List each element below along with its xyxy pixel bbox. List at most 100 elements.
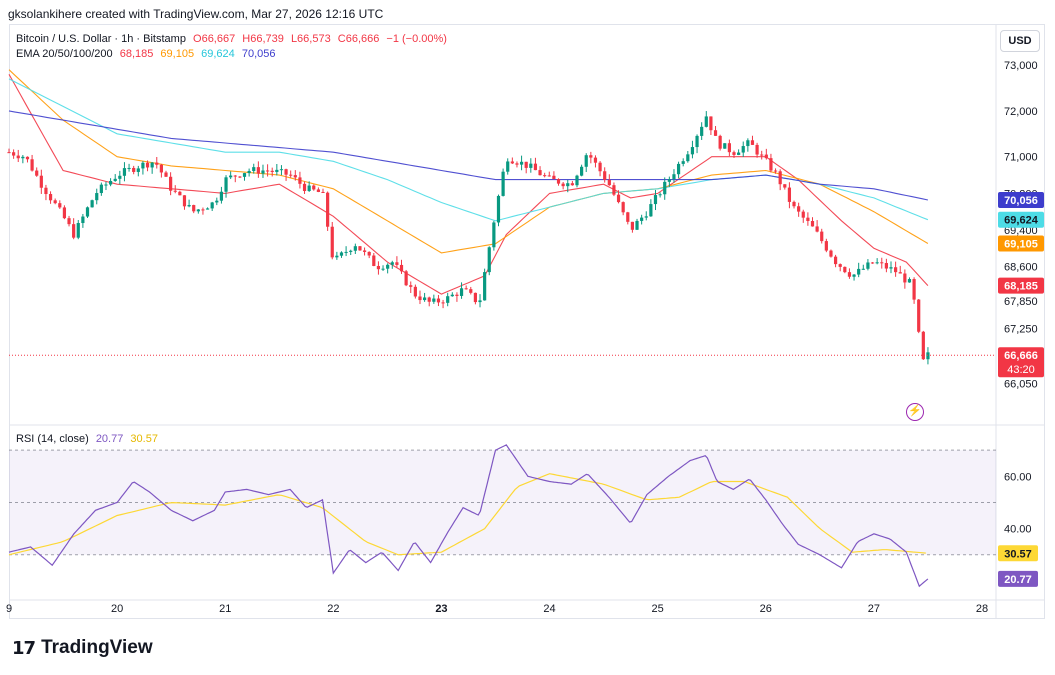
candle-body [524, 161, 528, 168]
candle-body [700, 126, 704, 136]
candle-body [898, 272, 902, 274]
candle-body [519, 161, 524, 165]
candle-body [570, 183, 574, 186]
price-tick-label: 66,050 [1004, 378, 1038, 390]
ema100-price-label-box [998, 211, 1044, 228]
candle-body [67, 218, 71, 225]
candle-body [132, 167, 136, 172]
candle-body [238, 176, 242, 178]
candle-body [529, 163, 533, 168]
candle-body [852, 274, 856, 277]
ema-legend[interactable]: EMA 20/50/100/200 68,185 69,105 69,624 7… [16, 48, 280, 60]
symbol-legend[interactable]: Bitcoin / U.S. Dollar · 1h · Bitstamp O6… [16, 33, 451, 45]
candle-body [501, 171, 505, 196]
candle-body [192, 205, 196, 212]
candle-body [178, 191, 182, 196]
candle-body [690, 147, 695, 155]
ohlc-change: −1 (−0.00%) [386, 33, 447, 45]
rsi-ma-line [8, 473, 926, 556]
candle-body [681, 161, 685, 164]
ema200-value: 70,056 [241, 48, 276, 60]
ema50-price-label-box [998, 235, 1044, 252]
candle-body [90, 200, 94, 208]
candle-body [72, 224, 76, 238]
candle-body [335, 255, 339, 258]
ema-line-ema200 [8, 110, 929, 201]
rsi-axis-label-box [998, 570, 1038, 587]
candle-body [381, 268, 385, 270]
candle-body [159, 164, 163, 173]
candle-body [215, 200, 219, 203]
candle-body [58, 203, 62, 208]
candle-body [543, 175, 547, 177]
candle-body [145, 162, 150, 168]
time-tick-label: 25 [652, 603, 664, 615]
candle-body [316, 189, 320, 192]
last-price-label: 66,666 [1004, 350, 1038, 362]
chart-frame [9, 24, 1045, 619]
candle-body [566, 183, 570, 187]
candle-body [247, 170, 251, 174]
candle-body [455, 294, 459, 296]
candle-body [205, 208, 210, 210]
candle-body [53, 200, 57, 204]
rsi-legend[interactable]: RSI (14, close) 20.77 30.57 [16, 433, 162, 445]
time-tick-label: 27 [868, 603, 880, 615]
candle-body [122, 168, 127, 176]
candle-body [718, 135, 722, 149]
ema50-value: 69,105 [160, 48, 195, 60]
candle-body [312, 185, 316, 190]
price-tick-label: 73,000 [1004, 60, 1038, 72]
ohlc-high: H66,739 [242, 33, 284, 45]
time-tick-label: 28 [976, 603, 988, 615]
candle-body [483, 272, 487, 301]
rsi-value: 20.77 [95, 433, 124, 445]
candle-body [362, 250, 367, 252]
candle-body [533, 163, 538, 171]
candle-body [824, 241, 828, 251]
candle-body [210, 202, 214, 209]
candle-body [580, 166, 584, 176]
candle-body [293, 175, 297, 178]
candle-body [838, 264, 842, 267]
candle-body [815, 226, 819, 232]
candle-body [649, 204, 653, 217]
candle-body [875, 262, 879, 264]
candle-body [298, 177, 302, 184]
candle-body [510, 161, 514, 164]
time-tick-label: 9 [6, 603, 12, 615]
candle-body [242, 173, 247, 177]
candle-body [806, 217, 810, 222]
candle-body [256, 167, 260, 174]
lightning-icon[interactable]: ⚡ [906, 403, 924, 421]
ohlc-low: L66,573 [290, 33, 331, 45]
candle-body [552, 175, 556, 180]
ema-line-ema20 [8, 74, 929, 295]
candle-body [496, 195, 501, 223]
candle-body [769, 158, 773, 171]
candle-body [7, 152, 11, 154]
candle-body [270, 170, 274, 172]
candle-body [598, 162, 602, 172]
candle-body [275, 169, 279, 172]
candle-body [884, 263, 888, 269]
currency-button[interactable]: USD [1000, 30, 1040, 52]
candle-body [746, 140, 750, 147]
price-tick-label: 67,850 [1004, 296, 1038, 308]
candle-body [265, 170, 270, 172]
candle-body [358, 246, 362, 251]
rsi-ma-axis-label-box [998, 545, 1038, 562]
candle-body [607, 179, 611, 186]
candle-body [515, 163, 519, 165]
ohlc-close: C66,666 [337, 33, 380, 45]
candle-body [367, 251, 371, 256]
price-tick-label: 69,400 [1004, 225, 1038, 237]
candle-body [727, 143, 731, 153]
candle-body [829, 250, 833, 257]
candle-body [16, 155, 20, 159]
candle-body [704, 116, 708, 127]
time-tick-label: 24 [543, 603, 555, 615]
candle-body [464, 288, 468, 290]
candle-body [487, 247, 491, 273]
